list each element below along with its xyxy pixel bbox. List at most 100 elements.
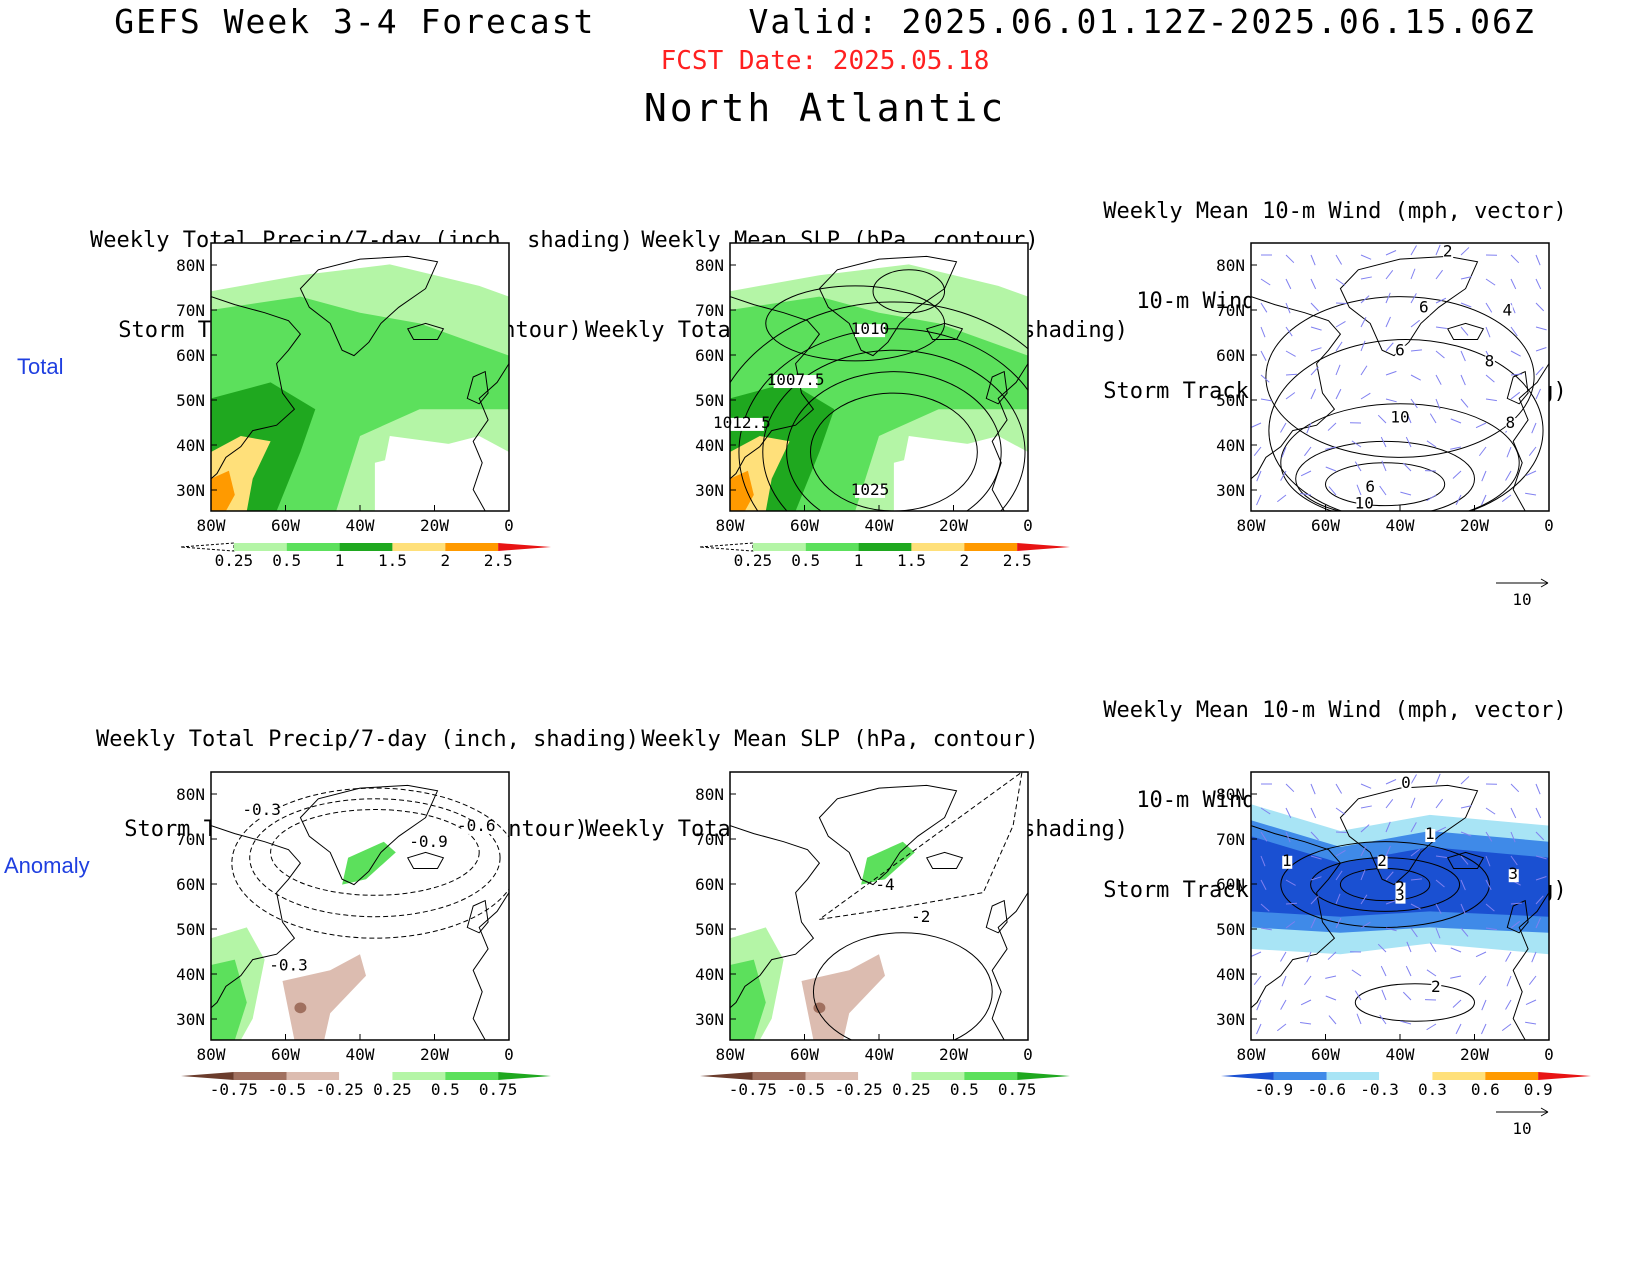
wind-vector: [1410, 374, 1421, 381]
wind-vector: [1405, 965, 1412, 977]
reference-vector-label: 10: [1512, 1119, 1531, 1138]
contour-label-bg: [773, 375, 818, 389]
lon-label: 40W: [1386, 516, 1415, 535]
wind-vector: [1450, 446, 1462, 450]
colorbar-label: 1.5: [897, 551, 926, 570]
lat-label: 30N: [695, 481, 724, 500]
wind-speed-contour: [1280, 403, 1520, 511]
colorbar-label: 0.75: [998, 1080, 1037, 1099]
wind-vector: [1310, 254, 1316, 266]
contour-label: 8: [1505, 413, 1515, 432]
wind-vector: [1531, 951, 1537, 963]
storm-track-contour: [249, 798, 501, 918]
wind-vector: [1410, 774, 1417, 785]
wind-vector: [1310, 783, 1316, 795]
reference-vector-head: [1540, 578, 1549, 588]
lat-label: 40N: [176, 436, 205, 455]
wind-vector: [1360, 894, 1368, 905]
coast-britain: [985, 899, 1008, 934]
colorbar-label: 0.3: [1418, 1080, 1447, 1099]
colorbar-segment: [700, 1072, 753, 1080]
wind-vector: [1354, 990, 1362, 1001]
contour-label-bg: [1365, 482, 1376, 496]
anom-wet: [211, 959, 247, 1040]
colorbar-label: 0.5: [950, 1080, 979, 1099]
lon-label: 80W: [716, 516, 745, 535]
wind-vector: [1460, 276, 1472, 280]
wind-vector: [1377, 414, 1387, 424]
forecast-date: FCST Date: 2025.05.18: [660, 46, 990, 76]
contour-label-bg: [1395, 345, 1406, 359]
colorbar-label: 2: [440, 551, 450, 570]
wind-vector: [1253, 975, 1262, 985]
wind-vector: [1280, 470, 1287, 481]
wind-vector: [1356, 484, 1362, 496]
wind-vector: [1285, 278, 1292, 290]
lat-label: 40N: [176, 965, 205, 984]
coast-north-america: [1251, 296, 1342, 480]
contour-label-bg: [413, 837, 444, 851]
wind-vector: [1460, 805, 1472, 809]
wind-vector: [1510, 807, 1517, 819]
wind-vector: [1535, 917, 1541, 929]
lon-label: 60W: [271, 516, 300, 535]
wind-vector: [1335, 893, 1341, 905]
wind-vector: [1285, 902, 1298, 905]
wind-vector: [1325, 466, 1337, 472]
precip-extreme: [730, 470, 754, 511]
anom-wet: [730, 959, 766, 1040]
wind-vector: [1281, 446, 1287, 458]
wind-vector: [1435, 879, 1445, 888]
wind-vector: [1435, 798, 1443, 809]
wind-vector: [1481, 999, 1487, 1011]
coast-iceland: [1446, 851, 1485, 869]
anom-wet-greenland: [342, 841, 396, 885]
wind-vector: [1505, 999, 1512, 1010]
wind-vector: [1251, 951, 1262, 957]
contour-label: 3: [1395, 886, 1405, 905]
wind-vector: [1277, 494, 1287, 503]
coast-north-america: [211, 825, 302, 1009]
wind-vector: [1426, 1023, 1437, 1031]
colorbar-segment: [699, 542, 754, 552]
lat-label: 70N: [695, 830, 724, 849]
wind-vector: [1280, 951, 1287, 962]
colorbar-segment: [1326, 1072, 1380, 1080]
title-line: Weekly Total Precip/7-day (inch, shading…: [96, 727, 640, 752]
wind-vector: [1426, 494, 1437, 502]
contour-label-bg: [1377, 855, 1388, 869]
wind-vector: [1335, 831, 1348, 834]
contour-label-bg: [1431, 981, 1442, 995]
wind-vector: [1510, 855, 1518, 866]
wind-vector: [1535, 347, 1547, 352]
wind-vector: [1360, 845, 1367, 857]
wind-vector: [1450, 947, 1462, 953]
colorbar-segment: [233, 543, 287, 551]
map-layer-total_wind: [1251, 243, 1549, 511]
wind-vector: [1435, 374, 1442, 385]
contour-label: 8: [1485, 351, 1495, 370]
contour-label-bg: [876, 879, 893, 893]
wind-vector: [1535, 388, 1541, 400]
wind-vector: [1535, 831, 1545, 841]
wind-vector: [1385, 899, 1397, 905]
wind-vector: [1485, 903, 1495, 912]
wind-vector: [1385, 871, 1394, 881]
lon-label: 60W: [790, 516, 819, 535]
wind-vector: [1285, 879, 1296, 886]
wind-vector: [1455, 1023, 1462, 1035]
wind-vector: [1335, 302, 1348, 305]
wind-vector: [1385, 342, 1394, 352]
wind-vector: [1256, 470, 1262, 482]
wind-vector: [1310, 917, 1317, 929]
colorbar-segment: [1538, 1072, 1591, 1080]
colorbar-label: 0.5: [272, 551, 301, 570]
contour-label-bg: [1395, 882, 1406, 896]
wind-vector: [1385, 799, 1394, 809]
contour-label: 10: [1390, 408, 1409, 427]
wind-vector: [1535, 855, 1547, 860]
wind-vector: [1485, 927, 1497, 931]
colorbar-segment: [805, 543, 859, 551]
wind-vector: [1510, 373, 1523, 376]
coast-north-america: [730, 296, 821, 480]
